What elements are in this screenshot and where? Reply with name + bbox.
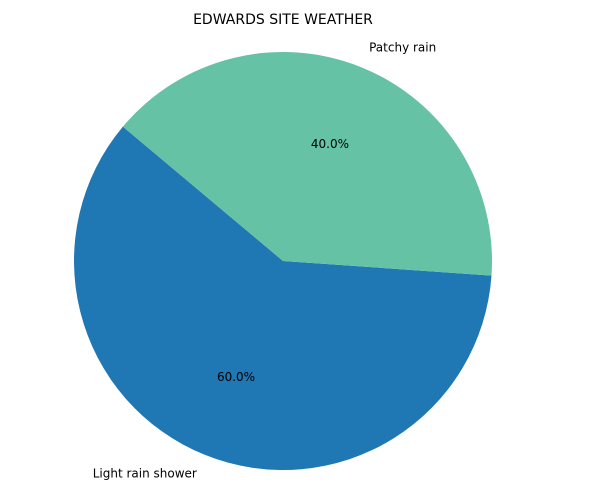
slice-label-1: Patchy rain bbox=[369, 40, 436, 54]
slice-pct-label-0: 60.0% bbox=[217, 370, 255, 384]
slice-pct-label-1: 40.0% bbox=[311, 137, 349, 151]
pie-labels: Light rain shower 60.0% Patchy rain 40.0% bbox=[93, 40, 436, 480]
slice-label-0: Light rain shower bbox=[93, 467, 197, 481]
chart-title: EDWARDS SITE WEATHER bbox=[193, 12, 373, 28]
pie-slices bbox=[74, 51, 492, 471]
pie-slice-1 bbox=[122, 51, 492, 276]
pie-slice-0 bbox=[74, 126, 492, 471]
